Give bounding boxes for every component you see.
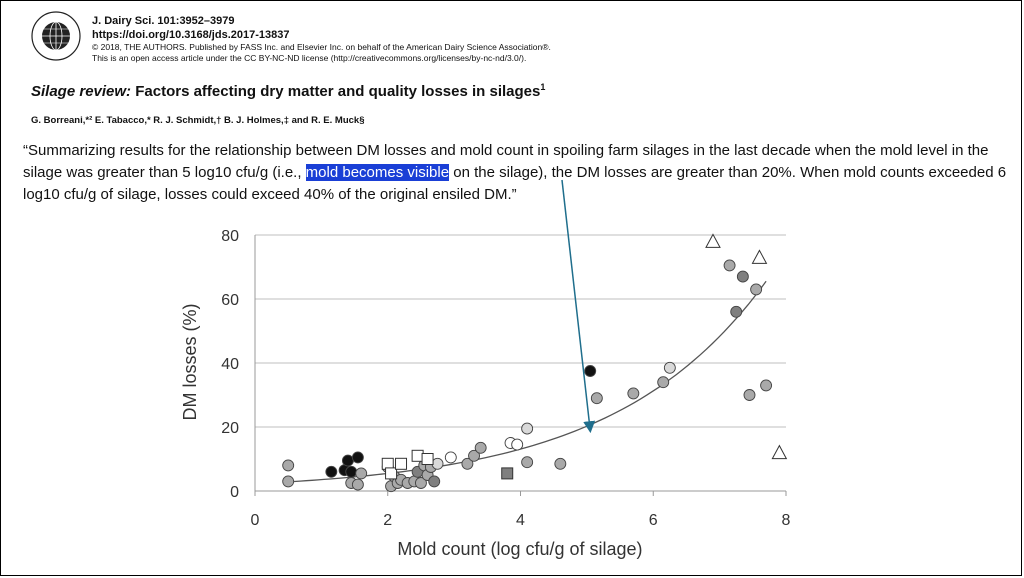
x-tick-label-8: 8: [782, 512, 791, 529]
data-point-34: [590, 392, 603, 405]
y-tick-label-80: 80: [221, 228, 239, 245]
x-tick-label-4: 4: [516, 512, 525, 529]
callout-arrow-line: [561, 179, 596, 434]
data-point-4: [341, 454, 354, 467]
doi-link[interactable]: https://doi.org/10.3168/jds.2017-13837: [92, 29, 290, 41]
data-point-2: [325, 465, 338, 478]
ads-association-logo: [31, 11, 81, 61]
data-point-23: [431, 457, 444, 470]
data-point-1: [282, 475, 295, 488]
data-point-9: [355, 467, 368, 480]
quote-text: “Summarizing results for the relationshi…: [23, 140, 1013, 206]
axes: 0 20 40 60 80 0 2 4 6 8: [221, 228, 790, 529]
gridlines: [255, 234, 786, 428]
data-point-25: [461, 457, 474, 470]
data-point-32: [554, 457, 567, 470]
y-tick-label-40: 40: [221, 356, 239, 373]
data-point-48: [421, 453, 434, 465]
title-main-part: Factors affecting dry matter and quality…: [131, 83, 541, 100]
journal-citation: J. Dairy Sci. 101:3952–3979: [92, 15, 235, 27]
data-point-31: [521, 422, 534, 435]
data-point-41: [743, 389, 756, 401]
callout-arrow: [561, 179, 596, 434]
journal-header: J. Dairy Sci. 101:3952–3979 https://doi.…: [92, 14, 551, 64]
data-point-43: [760, 379, 773, 392]
data-point-24: [444, 451, 457, 464]
axis-labels: Mold count (log cfu/g of silage) DM loss…: [180, 303, 643, 559]
x-axis-label: Mold count (log cfu/g of silage): [397, 539, 642, 559]
data-points: [282, 233, 788, 493]
data-point-26: [468, 449, 480, 462]
license-line: This is an open access article under the…: [92, 53, 527, 63]
data-point-42: [750, 283, 763, 296]
x-tick-label-2: 2: [383, 512, 392, 529]
data-point-49: [501, 467, 514, 480]
y-tick-label-20: 20: [221, 420, 239, 437]
data-point-47: [411, 449, 424, 462]
data-point-6: [351, 451, 364, 464]
y-axis-label: DM losses (%): [180, 303, 200, 420]
title-footnote: 1: [540, 82, 546, 92]
fit-curve: [288, 280, 767, 483]
paper-title: Silage review: Factors affecting dry mat…: [31, 82, 545, 100]
data-point-51: [751, 249, 768, 264]
exponential-fit-line: [288, 280, 767, 483]
data-point-29: [511, 438, 524, 451]
quote-highlight: mold becomes visible: [305, 164, 450, 181]
quote-before: “Summarizing results for the relationshi…: [23, 142, 989, 181]
x-tick-label-0: 0: [251, 512, 260, 529]
data-point-46: [395, 457, 408, 470]
quote-after: on the silage), the DM losses are greate…: [23, 164, 1007, 203]
data-point-45: [385, 467, 398, 480]
x-tick-label-6: 6: [649, 512, 658, 529]
data-point-36: [657, 376, 670, 389]
data-point-8: [351, 478, 364, 491]
data-point-30: [521, 456, 534, 469]
data-point-52: [771, 444, 788, 460]
data-point-39: [730, 305, 743, 318]
copyright-line: © 2018, THE AUTHORS. Published by FASS I…: [92, 42, 551, 52]
data-point-18: [414, 477, 427, 489]
y-tick-label-0: 0: [230, 484, 239, 501]
data-point-33: [584, 365, 597, 377]
data-point-40: [736, 270, 749, 283]
data-point-22: [428, 475, 441, 488]
data-point-0: [282, 459, 295, 472]
data-point-50: [705, 233, 721, 248]
title-italic-part: Silage review:: [31, 83, 132, 100]
data-point-27: [474, 441, 487, 454]
author-list: G. Borreani,*² E. Tabacco,* R. J. Schmid…: [31, 115, 365, 126]
y-tick-label-60: 60: [221, 292, 239, 309]
data-point-5: [345, 465, 358, 478]
data-point-38: [723, 259, 736, 272]
data-point-37: [663, 361, 676, 374]
data-point-35: [627, 387, 640, 400]
